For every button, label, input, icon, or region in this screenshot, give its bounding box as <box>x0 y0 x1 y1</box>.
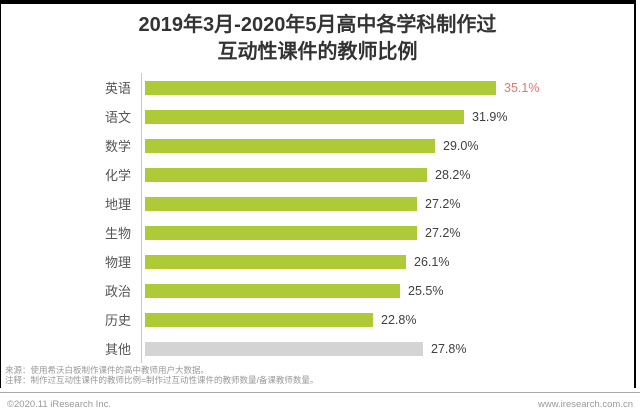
bar-value-label: 29.0% <box>443 138 479 153</box>
definition-note: 注释：制作过互动性课件的教师比例=制作过互动性课件的教师数量/备课教师数量。 <box>5 375 319 385</box>
bar-category-label: 政治 <box>104 284 131 299</box>
bar <box>145 167 427 182</box>
bar <box>145 254 406 269</box>
bar-track: 29.0% <box>141 131 634 160</box>
bar-value-label: 22.8% <box>381 312 417 327</box>
bar-row: 语文 31.9% <box>1 102 634 131</box>
bar-value-label: 27.8% <box>431 341 467 356</box>
bar-value-label: 28.2% <box>435 167 471 182</box>
bar <box>145 109 464 124</box>
bar <box>145 312 373 327</box>
bar-value-label: 35.1% <box>504 80 540 95</box>
bar <box>145 341 423 356</box>
bar-row: 生物 27.2% <box>1 218 634 247</box>
bar-value-label: 31.9% <box>472 109 508 124</box>
bar-track: 25.5% <box>141 276 634 305</box>
footer-bar: ©2020.11 iResearch Inc. www.iresearch.co… <box>0 392 640 416</box>
bar-category-label: 数学 <box>104 139 131 154</box>
bar-category-label: 化学 <box>104 168 131 183</box>
chart-notes: 来源：使用希沃白板制作课件的高中教师用户大数据。 注释：制作过互动性课件的教师比… <box>5 365 318 385</box>
bar-category-label: 其他 <box>104 342 131 357</box>
chart-title: 2019年3月-2020年5月高中各学科制作过 互动性课件的教师比例 <box>1 12 634 66</box>
bar-track: 28.2% <box>141 160 634 189</box>
bar-category-label: 生物 <box>104 226 131 241</box>
bar-track: 27.8% <box>141 334 634 363</box>
bar-track: 35.1% <box>141 73 634 102</box>
copyright-text: ©2020.11 iResearch Inc. <box>7 399 111 410</box>
bar-category-label: 英语 <box>104 81 131 96</box>
bar-category-label: 历史 <box>104 313 131 328</box>
bar-value-label: 27.2% <box>425 225 461 240</box>
chart-title-line2: 互动性课件的教师比例 <box>217 41 418 63</box>
bar-row: 物理 26.1% <box>1 247 634 276</box>
bar-row: 政治 25.5% <box>1 276 634 305</box>
bar-track: 27.2% <box>141 218 634 247</box>
bar-row: 地理 27.2% <box>1 189 634 218</box>
bar-category-label: 语文 <box>104 110 131 125</box>
chart-frame: 2019年3月-2020年5月高中各学科制作过 互动性课件的教师比例 英语 35… <box>0 0 636 388</box>
bar <box>145 138 435 153</box>
bar-row: 化学 28.2% <box>1 160 634 189</box>
bar-row: 数学 29.0% <box>1 131 634 160</box>
bar-chart: 英语 35.1% 语文 31.9% 数学 29.0% 化学 <box>1 73 634 363</box>
bar-row: 历史 22.8% <box>1 305 634 334</box>
bar <box>145 80 496 95</box>
source-note: 来源：使用希沃白板制作课件的高中教师用户大数据。 <box>5 365 210 375</box>
bar <box>145 283 400 298</box>
website-url: www.iresearch.com.cn <box>537 399 633 410</box>
bar <box>145 225 417 240</box>
bar-category-label: 地理 <box>104 197 131 212</box>
bar-category-label: 物理 <box>104 255 131 270</box>
bar-value-label: 26.1% <box>414 254 450 269</box>
bar-track: 27.2% <box>141 189 634 218</box>
bar-value-label: 25.5% <box>408 283 444 298</box>
bar-track: 26.1% <box>141 247 634 276</box>
bar-value-label: 27.2% <box>425 196 461 211</box>
bar-row: 其他 27.8% <box>1 334 634 363</box>
bar-track: 22.8% <box>141 305 634 334</box>
bar-track: 31.9% <box>141 102 634 131</box>
bar <box>145 196 417 211</box>
chart-title-line1: 2019年3月-2020年5月高中各学科制作过 <box>138 14 497 36</box>
bar-row: 英语 35.1% <box>1 73 634 102</box>
